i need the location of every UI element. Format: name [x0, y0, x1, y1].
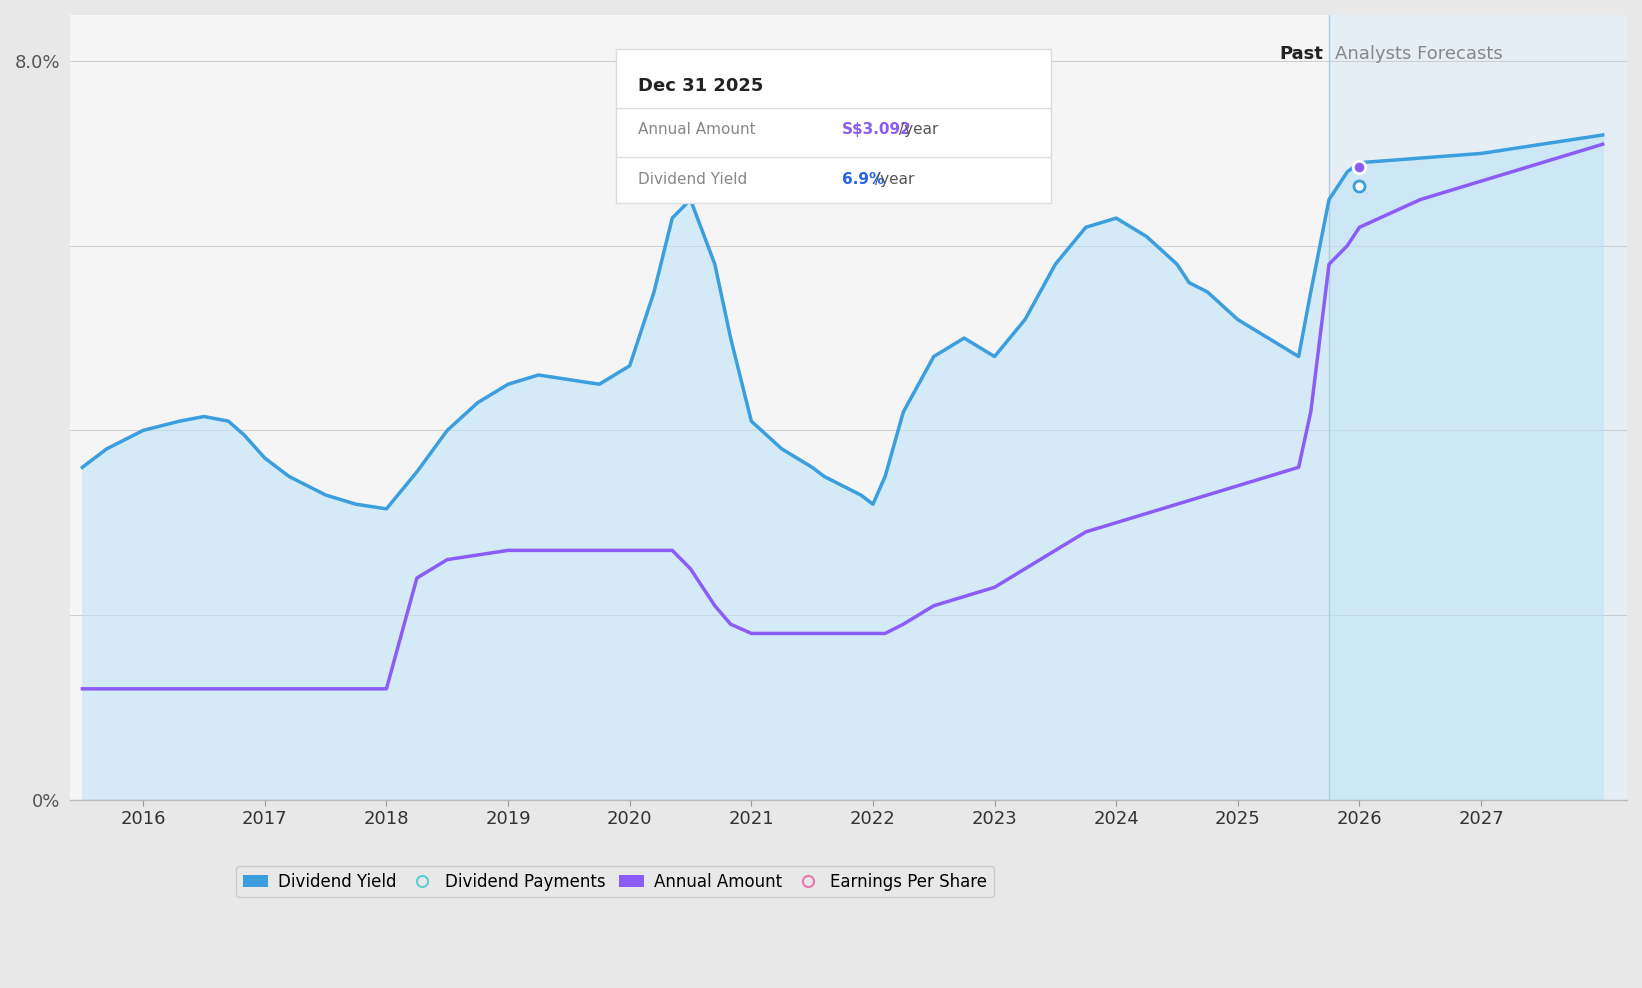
Text: S$3.092: S$3.092 [842, 122, 911, 136]
Text: Dividend Yield: Dividend Yield [637, 172, 747, 187]
Text: /year: /year [875, 172, 915, 187]
Text: Past: Past [1279, 44, 1323, 62]
Legend: Dividend Yield, Dividend Payments, Annual Amount, Earnings Per Share: Dividend Yield, Dividend Payments, Annua… [236, 865, 993, 897]
Bar [1328, 15, 1627, 799]
Text: /year: /year [898, 122, 938, 136]
Text: Analysts Forecasts: Analysts Forecasts [1335, 44, 1502, 62]
Text: Dec 31 2025: Dec 31 2025 [637, 77, 764, 95]
Text: 6.9%: 6.9% [842, 172, 885, 187]
Text: Annual Amount: Annual Amount [637, 122, 755, 136]
